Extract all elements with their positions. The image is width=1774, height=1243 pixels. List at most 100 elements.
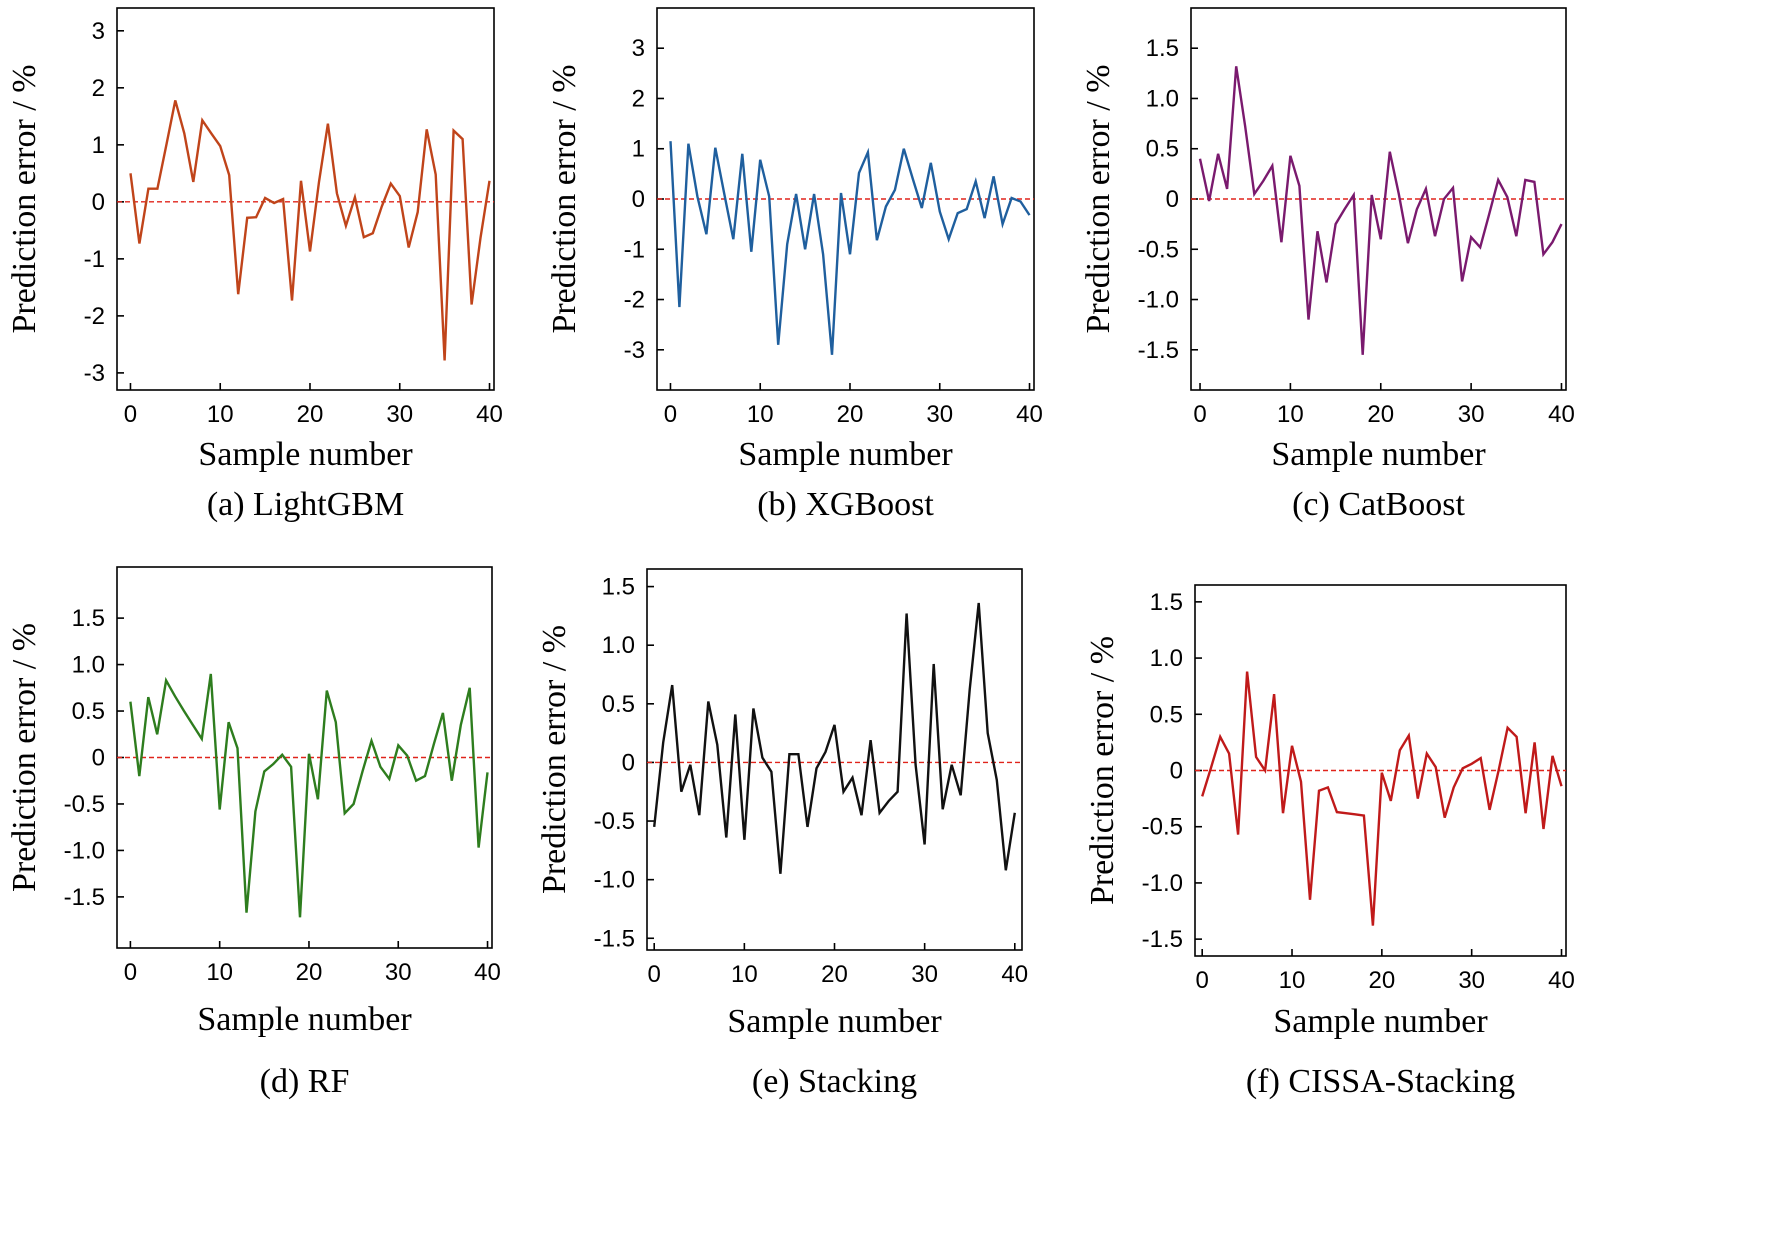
x-tick-label: 30 (1458, 967, 1485, 994)
panel-caption: (a) LightGBM (207, 486, 404, 523)
x-axis-label: Sample number (738, 436, 953, 473)
x-tick-label: 10 (731, 961, 758, 988)
x-tick-label: 40 (1016, 401, 1043, 428)
y-tick-label: 0.5 (602, 691, 635, 718)
plot-frame (116, 7, 495, 391)
x-tick-label: 0 (124, 401, 137, 428)
y-tick-label: 0 (622, 749, 635, 776)
x-tick-label: 0 (648, 961, 661, 988)
y-tick-label: -1.0 (1138, 287, 1179, 314)
y-tick-label: 0 (92, 745, 105, 772)
x-tick-label: 20 (837, 401, 864, 428)
x-tick-label: 40 (476, 401, 503, 428)
y-tick-label: 1.5 (1150, 589, 1183, 616)
x-tick-label: 10 (747, 401, 774, 428)
y-tick-label: -0.5 (1138, 236, 1179, 263)
y-tick-label: -0.5 (594, 808, 635, 835)
panel-caption: (e) Stacking (752, 1063, 917, 1100)
chart-panel-d: -1.5 -1.0 -0.5 0 0.5 1.0 1.5 0 10 20 30 40 Sample nu… (6, 566, 501, 1100)
x-tick-label: 20 (296, 959, 323, 986)
y-tick-label: 1.5 (1146, 35, 1179, 62)
x-tick-label: 0 (124, 959, 137, 986)
y-tick-label: 2 (92, 75, 105, 102)
x-tick-label: 40 (1001, 961, 1028, 988)
x-axis-label: Sample number (198, 436, 413, 473)
y-tick-label: -1.5 (1142, 926, 1183, 953)
x-tick-label: 20 (1367, 401, 1394, 428)
x-tick-label: 10 (206, 959, 233, 986)
y-tick-label: -2 (624, 287, 645, 314)
x-axis-label: Sample number (197, 1001, 412, 1038)
x-tick-label: 20 (821, 961, 848, 988)
x-tick-label: 30 (926, 401, 953, 428)
chart-panel-c: -1.5 -1.0 -0.5 0 0.5 1.0 1.5 0 10 20 30 40 Sample nu… (1080, 7, 1575, 523)
chart-panel-f: -1.5 -1.0 -0.5 0 0.5 1.0 1.5 0 10 20 30 40 Sample nu… (1084, 584, 1575, 1100)
x-axis-label: Sample number (727, 1003, 942, 1040)
x-tick-label: 10 (1277, 401, 1304, 428)
y-tick-label: 3 (92, 18, 105, 45)
y-tick-label: -1.5 (64, 884, 105, 911)
y-tick-label: 0.5 (72, 698, 105, 725)
panel-caption: (f) CISSA-Stacking (1246, 1063, 1515, 1100)
y-axis-label: Prediction error / % (1080, 64, 1117, 333)
y-tick-label: 0 (1166, 186, 1179, 213)
x-axis-label: Sample number (1273, 1003, 1488, 1040)
y-tick-label: -1.0 (594, 867, 635, 894)
series-line (653, 602, 1016, 874)
x-tick-label: 10 (207, 401, 234, 428)
y-tick-label: -1.5 (1138, 337, 1179, 364)
y-tick-label: 2 (632, 85, 645, 112)
y-tick-label: 1.0 (1150, 645, 1183, 672)
series-line (129, 100, 491, 361)
y-tick-label: -1 (84, 246, 105, 273)
y-tick-label: 1.5 (72, 605, 105, 632)
y-axis-label: Prediction error / % (6, 623, 43, 892)
y-tick-label: 0.5 (1146, 136, 1179, 163)
y-tick-label: -1.0 (64, 837, 105, 864)
panel-caption: (b) XGBoost (757, 486, 934, 523)
series-line (1198, 66, 1563, 355)
series-line (669, 141, 1031, 355)
x-axis-label: Sample number (1271, 436, 1486, 473)
x-tick-label: 0 (1196, 967, 1209, 994)
x-tick-label: 20 (297, 401, 324, 428)
y-tick-label: -3 (624, 337, 645, 364)
chart-panel-e: -1.5 -1.0 -0.5 0 0.5 1.0 1.5 0 10 20 30 40 Sample nu… (536, 568, 1028, 1100)
y-axis-label: Prediction error / % (6, 64, 43, 333)
x-tick-label: 30 (911, 961, 938, 988)
x-tick-label: 40 (1548, 401, 1575, 428)
y-tick-label: 1.0 (1146, 85, 1179, 112)
series-line (1201, 671, 1563, 926)
y-tick-label: 0 (92, 189, 105, 216)
y-tick-label: -1.0 (1142, 870, 1183, 897)
panel-caption: (c) CatBoost (1292, 486, 1465, 523)
y-tick-label: 1.5 (602, 574, 635, 601)
series-line (129, 673, 489, 918)
y-tick-label: 1 (632, 136, 645, 163)
y-tick-label: 1.0 (602, 632, 635, 659)
x-tick-label: 40 (474, 959, 501, 986)
x-tick-label: 30 (386, 401, 413, 428)
y-tick-label: -2 (84, 303, 105, 330)
y-tick-label: 0 (632, 186, 645, 213)
y-axis-label: Prediction error / % (546, 64, 583, 333)
x-tick-label: 10 (1279, 967, 1306, 994)
panel-caption: (d) RF (260, 1063, 350, 1100)
y-axis-label: Prediction error / % (536, 625, 573, 894)
x-tick-label: 30 (385, 959, 412, 986)
y-tick-label: -0.5 (64, 791, 105, 818)
y-tick-label: 0 (1170, 758, 1183, 785)
y-tick-label: 0.5 (1150, 701, 1183, 728)
x-tick-label: 0 (1193, 401, 1206, 428)
y-tick-label: 1.0 (72, 652, 105, 679)
y-tick-label: 1 (92, 132, 105, 159)
y-axis-label: Prediction error / % (1084, 636, 1121, 905)
x-tick-label: 30 (1458, 401, 1485, 428)
y-tick-label: -3 (84, 360, 105, 387)
y-tick-label: -1.5 (594, 925, 635, 952)
y-tick-label: 3 (632, 35, 645, 62)
x-tick-label: 40 (1548, 967, 1575, 994)
y-tick-label: -0.5 (1142, 814, 1183, 841)
